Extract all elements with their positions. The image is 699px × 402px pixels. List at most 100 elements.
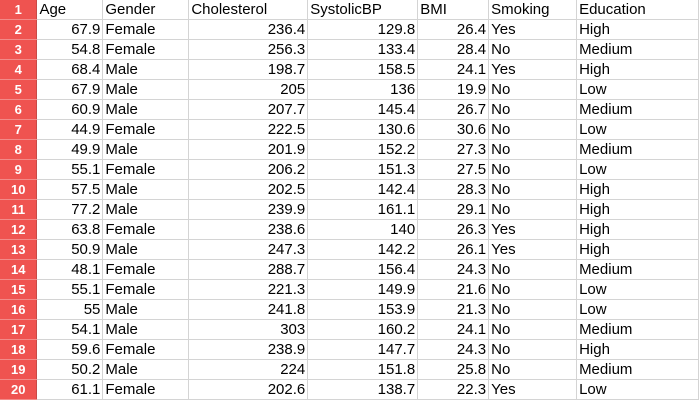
cell-systolicbp[interactable]: 158.5 [307,59,419,80]
cell-cholesterol[interactable]: 288.7 [188,259,309,280]
cell-systolicbp[interactable]: 138.7 [307,379,419,400]
cell-bmi[interactable]: 19.9 [417,79,490,100]
cell-cholesterol[interactable]: 221.3 [188,279,309,300]
cell-systolicbp[interactable]: 151.3 [307,159,419,180]
cell-education[interactable]: High [576,179,699,200]
cell-bmi[interactable]: 26.7 [417,99,490,120]
cell-education[interactable]: Low [576,299,699,320]
cell-systolicbp[interactable]: 142.2 [307,239,419,260]
cell-systolicbp[interactable]: 153.9 [307,299,419,320]
cell-age[interactable]: 60.9 [36,99,104,120]
cell-cholesterol[interactable]: 303 [188,319,309,340]
cell-age[interactable]: 61.1 [36,379,104,400]
cell-cholesterol[interactable]: 198.7 [188,59,309,80]
cell-gender[interactable]: Male [102,179,190,200]
cell-age[interactable]: 77.2 [36,199,104,220]
row-header[interactable]: 18 [0,339,38,360]
row-header[interactable]: 8 [0,139,38,160]
row-header[interactable]: 2 [0,19,38,40]
cell-education[interactable]: Low [576,279,699,300]
cell-smoking[interactable]: No [488,139,578,160]
row-header[interactable]: 12 [0,219,38,240]
cell-gender[interactable]: Female [102,39,190,60]
column-header-cholesterol[interactable]: Cholesterol [188,0,309,20]
row-header[interactable]: 1 [0,0,38,20]
cell-education[interactable]: Medium [576,99,699,120]
cell-cholesterol[interactable]: 205 [188,79,309,100]
cell-age[interactable]: 50.2 [36,359,104,380]
cell-gender[interactable]: Female [102,259,190,280]
cell-gender[interactable]: Female [102,19,190,40]
column-header-smoking[interactable]: Smoking [488,0,578,20]
cell-bmi[interactable]: 26.4 [417,19,490,40]
cell-smoking[interactable]: Yes [488,239,578,260]
row-header[interactable]: 11 [0,199,38,220]
row-header[interactable]: 14 [0,259,38,280]
cell-bmi[interactable]: 24.1 [417,319,490,340]
cell-bmi[interactable]: 27.3 [417,139,490,160]
cell-bmi[interactable]: 29.1 [417,199,490,220]
cell-cholesterol[interactable]: 238.6 [188,219,309,240]
cell-gender[interactable]: Male [102,99,190,120]
cell-age[interactable]: 67.9 [36,19,104,40]
cell-gender[interactable]: Male [102,319,190,340]
cell-age[interactable]: 48.1 [36,259,104,280]
cell-age[interactable]: 68.4 [36,59,104,80]
cell-age[interactable]: 55.1 [36,279,104,300]
cell-cholesterol[interactable]: 202.6 [188,379,309,400]
row-header[interactable]: 4 [0,59,38,80]
cell-bmi[interactable]: 26.3 [417,219,490,240]
cell-education[interactable]: Medium [576,359,699,380]
cell-smoking[interactable]: No [488,159,578,180]
row-header[interactable]: 20 [0,379,38,400]
cell-gender[interactable]: Male [102,79,190,100]
cell-age[interactable]: 57.5 [36,179,104,200]
cell-gender[interactable]: Male [102,59,190,80]
row-header[interactable]: 15 [0,279,38,300]
row-header[interactable]: 3 [0,39,38,60]
cell-smoking[interactable]: No [488,279,578,300]
cell-education[interactable]: High [576,199,699,220]
cell-systolicbp[interactable]: 156.4 [307,259,419,280]
cell-smoking[interactable]: No [488,319,578,340]
cell-education[interactable]: High [576,339,699,360]
cell-smoking[interactable]: No [488,299,578,320]
cell-bmi[interactable]: 28.4 [417,39,490,60]
column-header-education[interactable]: Education [576,0,699,20]
cell-bmi[interactable]: 24.3 [417,259,490,280]
cell-smoking[interactable]: No [488,79,578,100]
cell-gender[interactable]: Male [102,139,190,160]
cell-age[interactable]: 63.8 [36,219,104,240]
cell-education[interactable]: High [576,239,699,260]
cell-gender[interactable]: Male [102,199,190,220]
cell-systolicbp[interactable]: 129.8 [307,19,419,40]
cell-education[interactable]: Low [576,79,699,100]
cell-gender[interactable]: Female [102,379,190,400]
cell-smoking[interactable]: No [488,119,578,140]
cell-cholesterol[interactable]: 247.3 [188,239,309,260]
cell-cholesterol[interactable]: 222.5 [188,119,309,140]
cell-systolicbp[interactable]: 145.4 [307,99,419,120]
cell-cholesterol[interactable]: 238.9 [188,339,309,360]
row-header[interactable]: 10 [0,179,38,200]
cell-gender[interactable]: Female [102,219,190,240]
cell-bmi[interactable]: 26.1 [417,239,490,260]
cell-age[interactable]: 67.9 [36,79,104,100]
row-header[interactable]: 6 [0,99,38,120]
cell-cholesterol[interactable]: 256.3 [188,39,309,60]
cell-education[interactable]: Low [576,379,699,400]
cell-smoking[interactable]: No [488,259,578,280]
cell-gender[interactable]: Male [102,359,190,380]
cell-age[interactable]: 44.9 [36,119,104,140]
row-header[interactable]: 17 [0,319,38,340]
cell-age[interactable]: 54.8 [36,39,104,60]
cell-systolicbp[interactable]: 133.4 [307,39,419,60]
cell-age[interactable]: 55 [36,299,104,320]
cell-smoking[interactable]: No [488,179,578,200]
cell-age[interactable]: 55.1 [36,159,104,180]
cell-gender[interactable]: Female [102,279,190,300]
cell-systolicbp[interactable]: 149.9 [307,279,419,300]
cell-education[interactable]: High [576,19,699,40]
cell-age[interactable]: 50.9 [36,239,104,260]
cell-education[interactable]: High [576,219,699,240]
